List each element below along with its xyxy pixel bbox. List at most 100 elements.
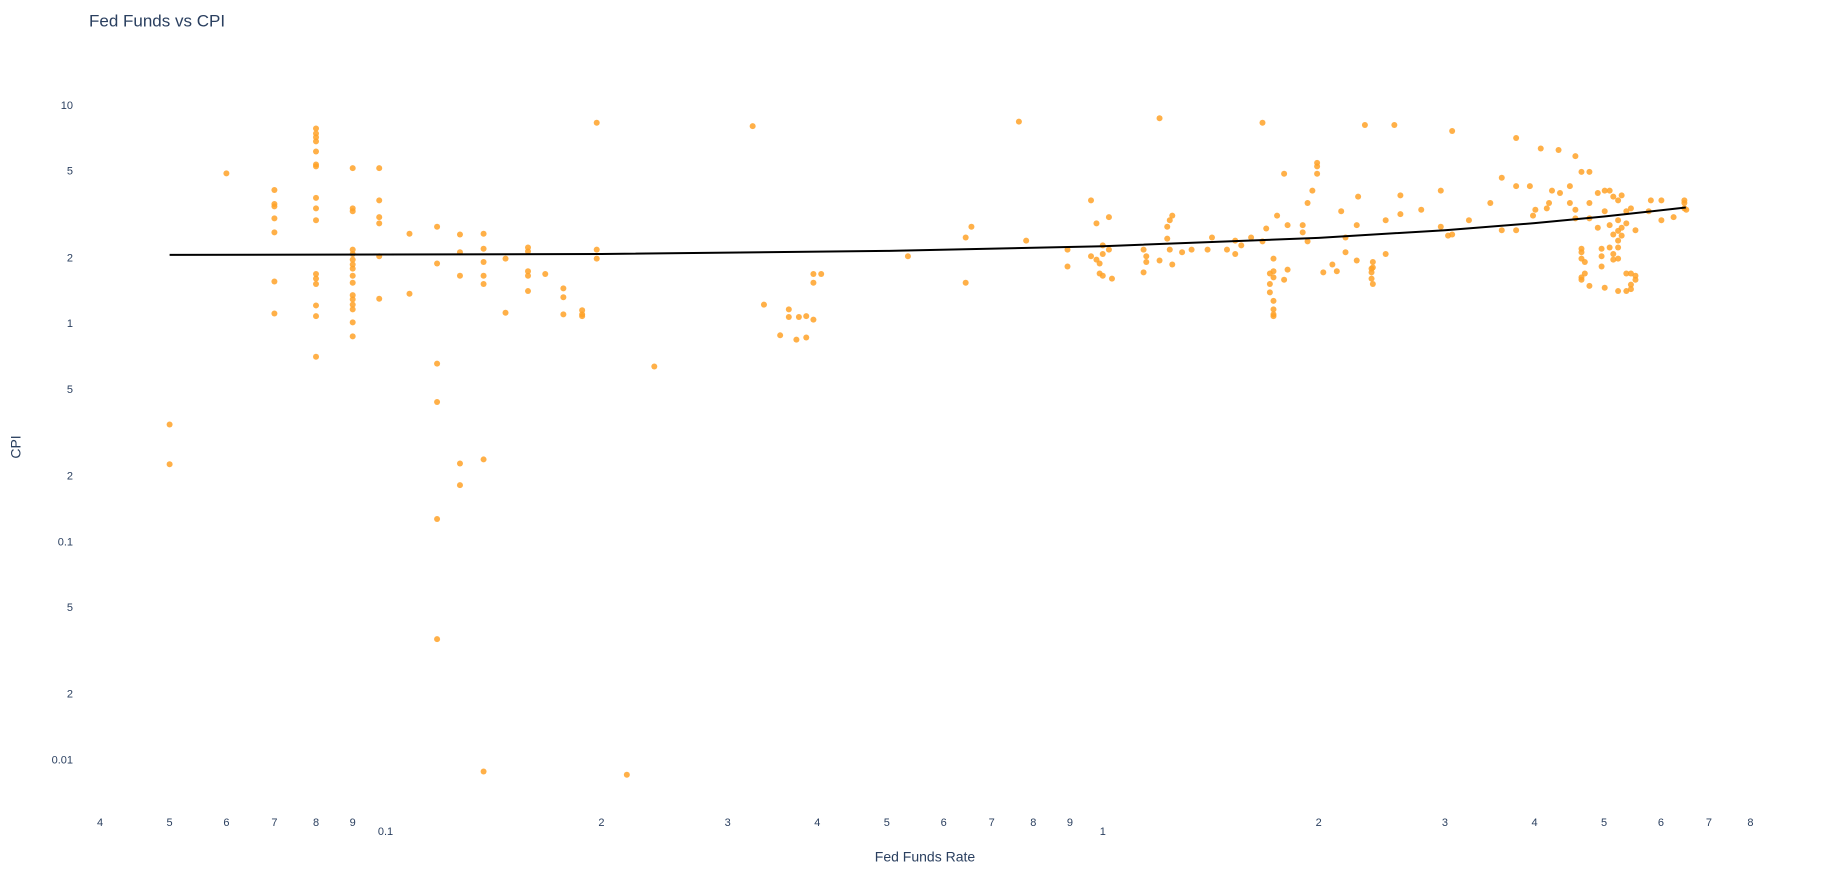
scatter-point [502, 309, 509, 316]
scatter-point [313, 353, 320, 360]
y-axis-title: CPI [8, 435, 24, 458]
scatter-point [1598, 245, 1605, 252]
scatter-point [1623, 220, 1630, 227]
scatter-point [1353, 257, 1360, 264]
scatter-point [1397, 211, 1404, 218]
scatter-point [271, 203, 278, 210]
scatter-point [1615, 197, 1622, 204]
scatter-point [1333, 268, 1340, 275]
scatter-point [1627, 270, 1634, 277]
scatter-point [785, 306, 792, 313]
scatter-point [1586, 282, 1593, 289]
scatter-point [1601, 187, 1608, 194]
scatter-point [803, 334, 810, 341]
x-tick-label: 9 [1067, 817, 1073, 829]
scatter-point [1284, 266, 1291, 273]
scatter-point [1208, 234, 1215, 241]
scatter-point [349, 292, 356, 299]
x-tick-label: 7 [989, 817, 995, 829]
scatter-point [1088, 197, 1095, 204]
x-tick-label: 2 [598, 817, 604, 829]
scatter-point [1606, 222, 1613, 229]
scatter-point [480, 230, 487, 237]
scatter-point [749, 123, 756, 130]
scatter-point [1543, 205, 1550, 212]
scatter-point [313, 275, 320, 282]
x-axis-title: Fed Funds Rate [875, 849, 976, 865]
scatter-point [271, 310, 278, 317]
scatter-point [1263, 225, 1270, 232]
scatter-point [1572, 206, 1579, 213]
scatter-point [1586, 199, 1593, 206]
scatter-point [1623, 288, 1630, 295]
y-tick-label: 1 [67, 318, 73, 330]
scatter-point [560, 285, 567, 292]
scatter-point [1513, 134, 1520, 141]
scatter-point [760, 301, 767, 308]
scatter-point [1299, 229, 1306, 236]
scatter-point [810, 271, 817, 278]
scatter-point [1437, 187, 1444, 194]
scatter-point [480, 258, 487, 265]
scatter-point [313, 205, 320, 212]
x-tick-label: 8 [1747, 817, 1753, 829]
scatter-point [349, 306, 356, 313]
scatter-point [810, 316, 817, 323]
scatter-point [1632, 227, 1639, 234]
scatter-point [593, 246, 600, 253]
scatter-point [1465, 217, 1472, 224]
scatter-point [1532, 206, 1539, 213]
scatter-point [968, 223, 975, 230]
scatter-point [1437, 223, 1444, 230]
scatter-point [456, 231, 463, 238]
scatter-point [1546, 199, 1553, 206]
scatter-point [525, 288, 532, 295]
scatter-point [1526, 183, 1533, 190]
scatter-point [1382, 251, 1389, 258]
y-tick-label: 0.01 [52, 754, 73, 766]
scatter-point [1615, 288, 1622, 295]
scatter-point [1598, 253, 1605, 260]
scatter-point [1105, 214, 1112, 221]
scatter-point [795, 313, 802, 320]
scatter-point [456, 272, 463, 279]
scatter-point [1314, 170, 1321, 177]
scatter-point [1586, 168, 1593, 175]
scatter-point [1164, 223, 1171, 230]
scatter-point [1299, 222, 1306, 229]
scatter-point [1610, 251, 1617, 258]
scatter-point [376, 295, 383, 302]
x-tick-label: 1 [1100, 826, 1106, 838]
scatter-point [434, 515, 441, 522]
scatter-point [593, 255, 600, 262]
scatter-point [406, 230, 413, 237]
scatter-point [166, 461, 173, 468]
scatter-point [1368, 275, 1375, 282]
scatter-point [313, 280, 320, 287]
scatter-point [376, 197, 383, 204]
scatter-point [313, 217, 320, 224]
trend-line [169, 206, 1686, 256]
scatter-point [1088, 253, 1095, 260]
scatter-point [1555, 146, 1562, 153]
scatter-point [777, 332, 784, 339]
scatter-point [1369, 264, 1376, 271]
x-tick-label: 5 [1601, 817, 1607, 829]
scatter-point [1487, 199, 1494, 206]
scatter-point [560, 294, 567, 301]
scatter-point [651, 363, 658, 370]
scatter-point [1270, 255, 1277, 262]
scatter-point [434, 636, 441, 643]
scatter-point [1618, 232, 1625, 239]
scatter-point [1099, 272, 1106, 279]
y-tick-label: 5 [67, 602, 73, 614]
scatter-point [1361, 121, 1368, 128]
scatter-point [1108, 275, 1115, 282]
scatter-point [1632, 276, 1639, 283]
scatter-point [525, 248, 532, 255]
y-tick-label: 2 [67, 253, 73, 265]
scatter-point [1537, 145, 1544, 152]
x-tick-label: 5 [884, 817, 890, 829]
scatter-point [1627, 205, 1634, 212]
scatter-point [1105, 246, 1112, 253]
